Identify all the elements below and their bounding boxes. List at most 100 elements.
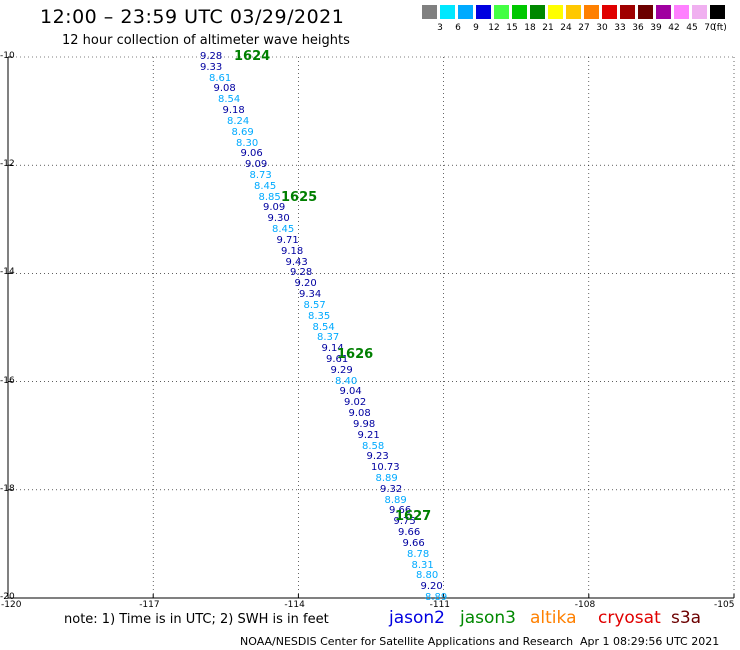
- legend-color-swatch: [422, 5, 437, 19]
- wave-height-value: 9.29: [330, 364, 353, 376]
- wave-height-value: 8.89: [375, 472, 398, 484]
- wave-height-value: 8.89: [425, 592, 448, 603]
- legend-color-swatch: [602, 5, 617, 19]
- wave-height-value: 9.04: [339, 386, 362, 398]
- wave-height-value: 8.54: [312, 321, 335, 333]
- legend-color-swatch: [584, 5, 599, 19]
- wave-height-value: 9.33: [200, 61, 223, 73]
- wave-height-value: 9.08: [348, 408, 371, 420]
- x-tick-label: -117: [139, 600, 160, 610]
- wave-height-value: 8.35: [308, 310, 331, 322]
- wave-height-value: 8.85: [258, 191, 281, 203]
- legend-tick-label: (ft): [713, 23, 727, 33]
- y-tick-label: -16: [0, 375, 15, 386]
- legend-color-swatch: [638, 5, 653, 19]
- legend-tick-label: 70: [704, 23, 716, 33]
- wave-height-value: 9.28: [200, 51, 223, 62]
- legend-tick-label: 36: [632, 23, 644, 33]
- wave-height-value: 9.18: [281, 245, 304, 257]
- wave-height-value: 9.43: [285, 256, 308, 268]
- wave-height-value: 8.61: [209, 72, 232, 84]
- satellite-jason3: jason3: [460, 608, 516, 628]
- wave-height-value: 9.20: [420, 581, 443, 593]
- pass-number-label: 1625: [281, 189, 318, 205]
- legend-color-swatch: [440, 5, 455, 19]
- legend-tick-label: 45: [686, 23, 698, 33]
- wave-height-value: 8.89: [384, 494, 407, 506]
- wave-height-value: 10.73: [371, 462, 400, 474]
- legend-tick-label: 42: [668, 23, 680, 33]
- pass-number-label: 1624: [234, 49, 271, 64]
- legend-color-swatch: [656, 5, 671, 19]
- legend-tick-label: 27: [578, 23, 590, 33]
- satellite-cryosat: cryosat: [598, 608, 661, 628]
- wave-height-value: 9.14: [321, 343, 344, 355]
- legend-color-swatch: [620, 5, 635, 19]
- wave-height-value: 9.66: [389, 505, 412, 517]
- x-tick-label: -120: [1, 600, 22, 610]
- legend-tick-label: 3: [437, 23, 443, 33]
- x-tick-label: -111: [429, 600, 451, 610]
- legend-tick-label: 9: [473, 23, 479, 33]
- wave-height-value: 8.31: [411, 559, 434, 571]
- wave-height-value: 9.32: [380, 483, 403, 495]
- wave-height-value: 9.09: [263, 202, 286, 214]
- wave-height-value: 8.54: [218, 94, 241, 106]
- legend-tick-label: 39: [650, 23, 662, 33]
- x-tick-label: -108: [574, 600, 596, 610]
- wave-height-value: 8.24: [227, 115, 250, 127]
- legend-tick-label: 12: [488, 23, 500, 33]
- wave-height-value: 9.98: [353, 418, 376, 430]
- wave-height-value: 9.09: [245, 159, 268, 171]
- legend-color-swatch: [710, 5, 725, 19]
- legend-color-swatch: [530, 5, 545, 19]
- legend-color-swatch: [674, 5, 689, 19]
- legend-color-swatch: [494, 5, 509, 19]
- wave-height-value: 8.30: [236, 137, 259, 149]
- units-note: note: 1) Time is in UTC; 2) SWH is in fe…: [64, 612, 329, 627]
- wave-height-value: 9.28: [290, 267, 313, 279]
- legend-color-swatch: [566, 5, 581, 19]
- wave-height-value: 9.66: [398, 527, 421, 539]
- y-tick-label: -10: [0, 51, 15, 61]
- wave-height-value: 8.58: [362, 440, 385, 452]
- y-tick-label: -14: [0, 267, 15, 278]
- y-tick-label: -20: [0, 592, 15, 602]
- satellite-altika: altika: [530, 608, 577, 628]
- generation-timestamp: Apr 1 08:29:56 UTC 2021: [580, 635, 720, 648]
- wave-height-value: 8.80: [416, 570, 439, 582]
- legend-color-swatch: [458, 5, 473, 19]
- x-tick-label: -105: [714, 600, 735, 610]
- x-tick-label: -114: [284, 600, 305, 610]
- wave-height-value: 9.34: [299, 289, 322, 301]
- satellite-jason2: jason2: [389, 608, 445, 628]
- wave-height-value: 8.40: [335, 375, 358, 387]
- wave-height-value: 9.30: [267, 213, 290, 225]
- legend-color-swatch: [512, 5, 527, 19]
- pass-number-label: 1627: [395, 508, 432, 524]
- wave-height-value: 8.45: [272, 224, 295, 236]
- page-title: 12:00 – 23:59 UTC 03/29/2021: [40, 6, 345, 28]
- legend-tick-label: 24: [560, 23, 572, 33]
- legend-color-swatch: [692, 5, 707, 19]
- wave-height-value: 8.78: [407, 548, 430, 560]
- pass-number-label: 1626: [337, 346, 374, 362]
- wave-height-value: 8.57: [303, 299, 326, 311]
- wave-height-value: 8.37: [317, 332, 340, 344]
- y-tick-label: -12: [0, 159, 15, 170]
- legend-color-swatch: [476, 5, 491, 19]
- wave-height-value: 9.71: [276, 234, 299, 246]
- wave-height-value: 9.66: [402, 537, 425, 549]
- wave-height-value: 8.69: [231, 126, 254, 138]
- wave-height-value: 9.02: [344, 397, 367, 409]
- y-tick-label: -18: [0, 483, 15, 494]
- wave-height-value: 9.61: [326, 353, 349, 365]
- legend-tick-label: 21: [542, 23, 554, 33]
- wave-height-value: 8.73: [249, 170, 272, 182]
- footer-credit: NOAA/NESDIS Center for Satellite Applica…: [240, 635, 574, 648]
- wave-height-value: 9.21: [357, 429, 380, 441]
- wave-height-value: 9.08: [213, 83, 236, 95]
- wave-height-value: 9.23: [366, 451, 389, 463]
- wave-height-value: 9.20: [294, 278, 317, 290]
